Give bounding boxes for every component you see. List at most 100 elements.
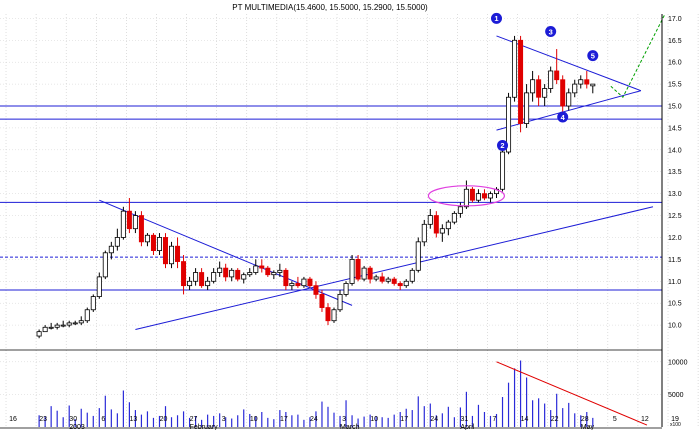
candle-body bbox=[72, 322, 78, 325]
candle-body bbox=[42, 326, 48, 333]
y-tick-label: 11.5 bbox=[668, 257, 681, 264]
candle-body bbox=[150, 234, 156, 252]
wave-label-text: 2 bbox=[500, 141, 504, 150]
candle-body bbox=[277, 269, 283, 273]
wave-label-text: 1 bbox=[494, 14, 498, 23]
candle-body bbox=[451, 212, 457, 223]
wave-label-text: 3 bbox=[549, 27, 553, 36]
month-label: May bbox=[581, 424, 595, 430]
candle-body bbox=[343, 283, 349, 295]
candle-body bbox=[415, 241, 421, 271]
axes: 16 23 30 6 13 20 27 3 10 17 24 3 10 17 24 31 7 14 22 28 5 12 1… bbox=[0, 14, 688, 430]
candle-body bbox=[205, 280, 211, 287]
y-tick-label: 10.5 bbox=[668, 301, 682, 308]
candle-body bbox=[566, 92, 572, 107]
wave-label: 5 bbox=[587, 50, 599, 62]
month-label: March bbox=[340, 424, 360, 430]
projection-line bbox=[610, 13, 666, 99]
candle-body bbox=[536, 79, 542, 98]
candle-body bbox=[169, 245, 175, 265]
candle-body bbox=[548, 70, 554, 89]
candle-body bbox=[36, 331, 42, 337]
x-tick-label: 5 bbox=[613, 416, 617, 423]
candle-body bbox=[247, 272, 253, 276]
y-tick-label: 13.5 bbox=[668, 169, 682, 176]
vol-unit-label: x100 bbox=[670, 422, 681, 428]
candle-body bbox=[385, 278, 391, 282]
candle-body bbox=[102, 252, 108, 278]
candle-body bbox=[259, 265, 265, 269]
x-tick-label: 12 bbox=[641, 416, 649, 423]
x-tick-label: 24 bbox=[430, 416, 438, 423]
candle-body bbox=[187, 280, 193, 287]
y-tick-label: 16.5 bbox=[668, 38, 682, 45]
x-tick-label: 7 bbox=[493, 416, 497, 423]
x-tick-label: 24 bbox=[310, 416, 318, 423]
wave-label-circle bbox=[491, 12, 502, 24]
candle-body bbox=[542, 88, 548, 98]
y-tick-label: 15.0 bbox=[668, 104, 682, 111]
candle-body bbox=[175, 245, 181, 262]
x-tick-label: 10 bbox=[250, 416, 258, 423]
x-tick-label: 22 bbox=[551, 416, 559, 423]
candle-body bbox=[349, 258, 355, 284]
x-tick-label: 13 bbox=[129, 416, 137, 423]
candle-body bbox=[181, 261, 187, 287]
candle-body bbox=[162, 237, 169, 265]
candle-body bbox=[199, 272, 205, 287]
candle-body bbox=[319, 294, 325, 308]
candle-body bbox=[572, 83, 578, 94]
candle-body bbox=[283, 269, 289, 287]
candle-body bbox=[403, 280, 409, 287]
candle-body bbox=[530, 79, 536, 94]
candle-body bbox=[48, 326, 54, 329]
candle-body bbox=[409, 269, 415, 282]
wave-label-circle bbox=[557, 111, 569, 123]
candle-body bbox=[337, 294, 343, 311]
candle-body bbox=[223, 267, 229, 278]
x-tick-label: 27 bbox=[190, 416, 198, 423]
x-tick-label: 3 bbox=[222, 416, 226, 423]
candle-body bbox=[469, 188, 475, 201]
candle-body bbox=[367, 267, 373, 280]
consolidation-ellipse bbox=[427, 185, 506, 207]
candle-body bbox=[307, 278, 313, 287]
candle-body bbox=[211, 272, 217, 282]
wave-label-text: 4 bbox=[561, 113, 566, 122]
candle-body bbox=[590, 83, 596, 87]
candle-body bbox=[144, 234, 150, 243]
candle-body bbox=[132, 215, 138, 230]
candle-body bbox=[578, 79, 584, 85]
wave-label-circle bbox=[545, 26, 557, 38]
candle-body bbox=[500, 151, 506, 190]
candle-body bbox=[584, 79, 590, 85]
candle-body bbox=[463, 188, 469, 208]
wave-label: 1 bbox=[491, 12, 502, 24]
x-tick-label: 30 bbox=[69, 416, 77, 423]
candle-body bbox=[78, 320, 84, 324]
candle-body bbox=[84, 309, 90, 322]
candle-body bbox=[301, 278, 307, 287]
candles bbox=[36, 35, 596, 339]
candle-body bbox=[313, 285, 319, 295]
y-tick-label: 17.0 bbox=[668, 16, 682, 23]
candle-body bbox=[475, 193, 481, 201]
x-tick-label: 28 bbox=[581, 416, 589, 423]
x-tick-label: 6 bbox=[101, 416, 105, 423]
candle-body bbox=[433, 215, 439, 234]
candle-body bbox=[235, 269, 241, 280]
candle-body bbox=[325, 307, 331, 322]
x-tick-label: 17 bbox=[400, 416, 408, 423]
candle-body bbox=[295, 283, 301, 287]
x-tick-label: 16 bbox=[9, 416, 17, 423]
candle-body bbox=[445, 221, 451, 230]
candle-body bbox=[421, 223, 427, 243]
grid bbox=[0, 14, 699, 427]
vol-tick-label: 10000 bbox=[668, 359, 688, 366]
x-tick-label: 3 bbox=[342, 416, 346, 423]
candle-body bbox=[156, 237, 162, 252]
candle-body bbox=[114, 237, 120, 247]
volume-trend-line bbox=[496, 361, 648, 426]
month-label: 2003 bbox=[69, 424, 85, 430]
